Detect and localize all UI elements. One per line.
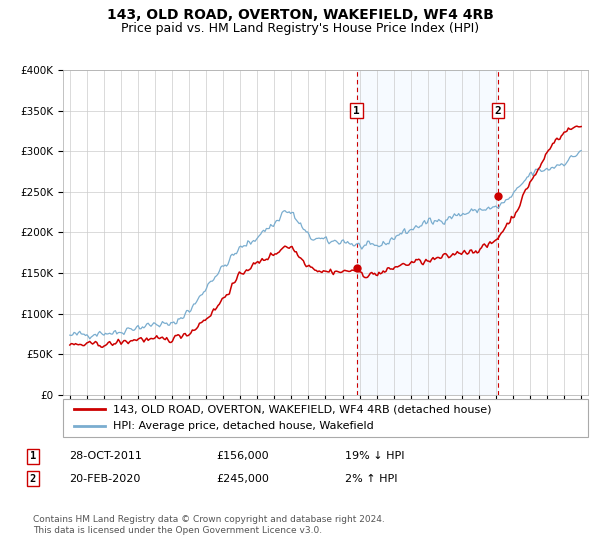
Text: 2: 2 — [30, 474, 36, 484]
Text: 143, OLD ROAD, OVERTON, WAKEFIELD, WF4 4RB (detached house): 143, OLD ROAD, OVERTON, WAKEFIELD, WF4 4… — [113, 404, 491, 414]
Text: HPI: Average price, detached house, Wakefield: HPI: Average price, detached house, Wake… — [113, 421, 374, 431]
Text: Price paid vs. HM Land Registry's House Price Index (HPI): Price paid vs. HM Land Registry's House … — [121, 22, 479, 35]
FancyBboxPatch shape — [63, 399, 588, 437]
Text: 1: 1 — [353, 106, 360, 115]
Text: 2% ↑ HPI: 2% ↑ HPI — [345, 474, 398, 484]
Text: £156,000: £156,000 — [216, 451, 269, 461]
Text: 1: 1 — [30, 451, 36, 461]
Bar — [356, 70, 498, 395]
Text: 19% ↓ HPI: 19% ↓ HPI — [345, 451, 404, 461]
Text: Contains HM Land Registry data © Crown copyright and database right 2024.
This d: Contains HM Land Registry data © Crown c… — [33, 515, 385, 535]
Text: 143, OLD ROAD, OVERTON, WAKEFIELD, WF4 4RB: 143, OLD ROAD, OVERTON, WAKEFIELD, WF4 4… — [107, 8, 493, 22]
Text: 28-OCT-2011: 28-OCT-2011 — [69, 451, 142, 461]
Text: 2: 2 — [495, 106, 502, 115]
Text: £245,000: £245,000 — [216, 474, 269, 484]
Text: 20-FEB-2020: 20-FEB-2020 — [69, 474, 140, 484]
